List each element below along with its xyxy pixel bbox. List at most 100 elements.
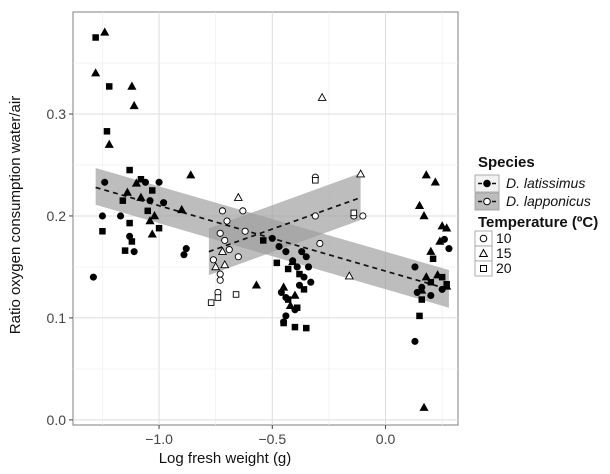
y-tick-label: 0.3	[47, 106, 67, 122]
point-latissimus-10	[411, 263, 419, 271]
y-tick-label: 0.2	[47, 208, 67, 224]
point-lapponicus-10	[316, 239, 324, 248]
point-latissimus-20	[92, 34, 99, 41]
point-latissimus-10	[307, 278, 315, 286]
point-latissimus-10	[126, 232, 134, 240]
point-latissimus-20	[416, 312, 423, 320]
point-latissimus-20	[303, 324, 310, 332]
point-latissimus-10	[413, 288, 421, 296]
point-latissimus-15	[131, 178, 141, 187]
legend-label-20: 20	[496, 260, 512, 276]
confidence-band-lapponicus	[208, 173, 361, 276]
point-latissimus-20	[126, 219, 133, 227]
point-lapponicus-10	[234, 253, 242, 261]
point-latissimus-15	[127, 81, 137, 90]
legend-label-latissimus: D. latissimus	[506, 175, 585, 191]
legend-key-10	[474, 230, 493, 247]
point-latissimus-10	[117, 212, 125, 220]
point-latissimus-10	[155, 178, 163, 186]
y-tick-label: 0.0	[47, 412, 67, 428]
legend-species-title: Species	[478, 154, 535, 171]
point-latissimus-10	[275, 242, 283, 251]
point-latissimus-15	[104, 139, 114, 148]
point-lapponicus-10	[241, 227, 249, 235]
point-latissimus-20	[99, 227, 106, 235]
point-lapponicus-10	[216, 229, 224, 237]
x-tick-label: −0.5	[258, 431, 286, 447]
point-latissimus-20	[284, 265, 292, 273]
point-latissimus-15	[129, 100, 139, 110]
point-latissimus-15	[421, 170, 431, 179]
point-latissimus-20	[119, 197, 127, 204]
point-latissimus-20	[300, 286, 308, 293]
point-latissimus-10	[418, 283, 426, 291]
point-latissimus-10	[89, 273, 97, 281]
point-lapponicus-15	[211, 262, 221, 271]
point-lapponicus-20	[232, 291, 240, 298]
legend-key-lapponicus	[474, 192, 500, 211]
point-latissimus-20	[126, 166, 133, 174]
legend-circle-icon	[479, 234, 488, 243]
legend: Species D. latissimus D. lapponicus Temp…	[474, 154, 598, 277]
legend-key-15	[474, 245, 493, 262]
point-latissimus-10	[268, 234, 276, 242]
point-latissimus-15	[414, 200, 425, 210]
x-ticks: −1.0 −0.5 0.0	[145, 425, 395, 447]
point-latissimus-15	[433, 270, 443, 279]
point-lapponicus-20	[214, 294, 222, 301]
point-latissimus-10	[289, 257, 297, 265]
point-latissimus-10	[282, 293, 290, 302]
point-lapponicus-10	[239, 207, 247, 215]
y-tick-label: 0.1	[47, 310, 67, 326]
point-latissimus-20	[121, 247, 129, 254]
point-latissimus-10	[304, 263, 313, 271]
point-latissimus-10	[182, 245, 190, 253]
point-latissimus-15	[145, 216, 155, 225]
point-latissimus-15	[290, 290, 300, 299]
point-lapponicus-15	[217, 246, 228, 255]
point-latissimus-15	[285, 300, 295, 309]
point-lapponicus-15	[233, 192, 243, 201]
legend-label-15: 15	[496, 245, 512, 261]
point-latissimus-10	[445, 245, 453, 253]
point-latissimus-20	[103, 128, 111, 135]
point-lapponicus-20	[207, 299, 215, 306]
point-latissimus-15	[426, 246, 436, 255]
point-latissimus-15	[91, 68, 101, 77]
point-lapponicus-10	[216, 276, 224, 284]
point-latissimus-15	[100, 27, 110, 36]
point-latissimus-15	[419, 402, 429, 411]
point-latissimus-10	[440, 235, 448, 243]
data-points	[89, 27, 453, 411]
point-latissimus-10	[282, 312, 290, 320]
point-latissimus-15	[442, 223, 452, 232]
point-lapponicus-20	[350, 209, 358, 217]
point-latissimus-15	[186, 170, 196, 179]
point-lapponicus-10	[209, 256, 217, 264]
x-tick-label: 0.0	[376, 431, 396, 447]
point-latissimus-15	[421, 272, 431, 281]
point-latissimus-10	[98, 212, 106, 220]
point-latissimus-10	[180, 251, 188, 259]
point-latissimus-15	[147, 229, 157, 238]
point-latissimus-15	[149, 211, 160, 220]
point-latissimus-15	[122, 187, 132, 196]
legend-triangle-icon	[478, 248, 489, 257]
point-lapponicus-10	[223, 217, 231, 225]
point-lapponicus-10	[216, 270, 224, 278]
legend-label-lapponicus: D. lapponicus	[506, 193, 591, 209]
point-latissimus-15	[251, 280, 262, 289]
x-tick-label: −1.0	[145, 431, 173, 447]
point-latissimus-10	[291, 306, 299, 314]
point-lapponicus-10	[218, 207, 227, 215]
point-latissimus-10	[282, 248, 290, 256]
point-latissimus-20	[155, 224, 163, 232]
point-latissimus-10	[302, 253, 310, 261]
point-lapponicus-20	[312, 177, 319, 184]
grid	[73, 12, 458, 425]
legend-key-20	[474, 260, 493, 277]
point-latissimus-15	[430, 177, 440, 186]
point-latissimus-10	[146, 197, 154, 205]
legend-marker-latissimus	[483, 179, 491, 188]
